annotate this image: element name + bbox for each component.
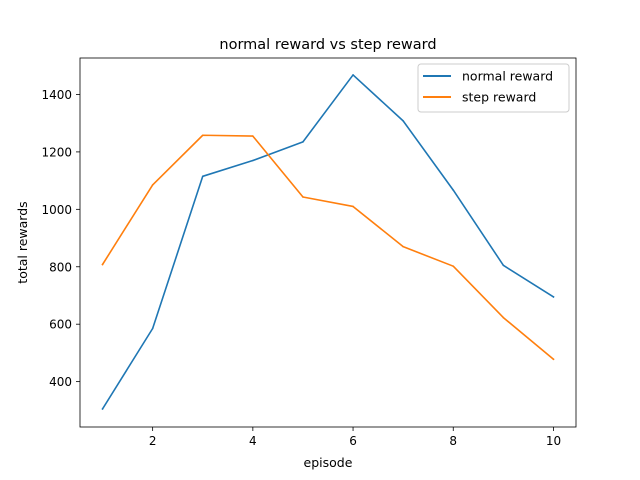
data-point-normal-reward <box>101 408 104 410</box>
legend-box <box>417 63 570 113</box>
plot-lines <box>101 74 555 411</box>
y-tick-label: 800 <box>49 260 72 274</box>
legend-label-normal-reward: normal reward <box>462 69 553 84</box>
data-point-step-reward <box>352 205 354 208</box>
data-point-normal-reward <box>502 264 505 267</box>
data-point-normal-reward <box>402 120 404 122</box>
data-point-normal-reward <box>302 141 304 143</box>
data-point-normal-reward <box>452 189 455 191</box>
y-tick-label: 600 <box>49 318 72 332</box>
series-line-step-reward <box>101 134 555 361</box>
data-point-normal-reward <box>151 327 154 330</box>
y-tick-label: 400 <box>49 375 72 389</box>
data-point-step-reward <box>201 134 204 137</box>
y-tick-label: 1000 <box>41 203 72 217</box>
data-point-step-reward <box>101 263 104 266</box>
chart-title: normal reward vs step reward <box>219 37 436 53</box>
data-point-normal-reward <box>352 74 354 76</box>
data-point-step-reward <box>502 316 505 319</box>
data-point-step-reward <box>452 265 455 267</box>
x-tick-label: 10 <box>546 434 561 448</box>
data-point-normal-reward <box>201 175 204 178</box>
y-axis-label: total rewards <box>15 201 30 283</box>
data-point-normal-reward <box>552 296 555 298</box>
series-line-normal-reward <box>101 74 555 411</box>
data-point-step-reward <box>252 135 254 137</box>
x-axis-label: episode <box>304 455 353 470</box>
x-tick-label: 6 <box>349 434 357 448</box>
data-point-normal-reward <box>252 159 254 162</box>
y-tick-label: 1200 <box>41 145 72 159</box>
x-tick-label: 4 <box>249 434 257 448</box>
y-axis-ticks: 400 600 800 1000 1200 1400 <box>41 88 80 389</box>
data-point-step-reward <box>302 196 304 198</box>
plot-frame <box>79 57 577 428</box>
x-axis-ticks: 2 4 6 8 10 <box>149 427 561 448</box>
x-tick-label: 2 <box>149 434 157 448</box>
data-point-step-reward <box>151 184 154 186</box>
legend-label-step-reward: step reward <box>462 90 536 105</box>
data-point-step-reward <box>552 358 555 361</box>
data-point-step-reward <box>402 245 404 248</box>
legend: normal reward step reward <box>417 63 570 113</box>
x-tick-label: 8 <box>449 434 457 448</box>
y-tick-label: 1400 <box>41 88 72 102</box>
